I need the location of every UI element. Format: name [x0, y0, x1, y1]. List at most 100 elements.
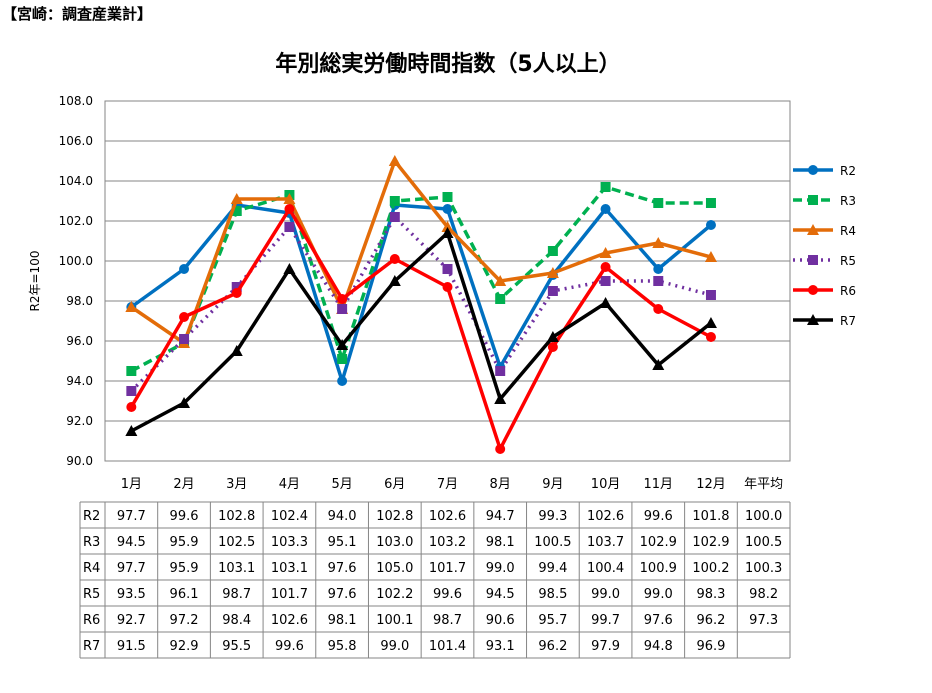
table-cell: 95.8	[328, 639, 357, 654]
table-cell-annual: 97.3	[749, 613, 778, 628]
x-tick-label: 7月	[437, 477, 458, 492]
table-cell: 103.2	[429, 535, 466, 550]
table-cell-annual: 100.3	[745, 561, 782, 576]
series-line	[129, 207, 712, 451]
table-cell: 101.7	[429, 561, 466, 576]
legend-item: R2	[793, 164, 856, 178]
table-cell: 98.5	[538, 587, 567, 602]
y-tick-label: 94.0	[66, 374, 93, 388]
data-point	[705, 290, 716, 300]
data-point	[653, 276, 664, 286]
legend-item: R6	[793, 284, 856, 298]
chart-title: 年別総実労働時間指数（5人以上）	[275, 51, 620, 77]
data-point	[547, 246, 558, 256]
header-label: 【宮崎：調査産業計】	[2, 5, 153, 23]
data-point	[652, 237, 665, 248]
table-cell-annual: 100.0	[745, 509, 782, 524]
table-cell: 99.6	[170, 509, 199, 524]
table-cell: 94.5	[486, 587, 515, 602]
table-row-label: R6	[83, 613, 100, 628]
data-point	[388, 155, 401, 166]
data-point	[807, 314, 819, 325]
x-tick-label: 9月	[542, 477, 563, 492]
table-cell: 98.3	[696, 587, 725, 602]
data-point	[125, 301, 138, 312]
series-R5	[126, 212, 716, 396]
data-point	[179, 334, 190, 344]
data-point	[441, 227, 454, 238]
table-cell: 98.7	[222, 587, 251, 602]
series-line	[130, 215, 712, 393]
data-point	[231, 282, 242, 292]
y-tick-label: 108.0	[59, 94, 93, 108]
table-cell: 99.6	[433, 587, 462, 602]
table-cell: 96.2	[696, 613, 725, 628]
data-point	[599, 297, 612, 308]
data-point	[442, 264, 453, 274]
data-point	[494, 275, 507, 286]
legend-label: R2	[840, 164, 856, 178]
data-point	[653, 304, 664, 314]
table-cell: 98.4	[222, 613, 251, 628]
data-point	[284, 222, 295, 232]
data-point	[705, 198, 716, 208]
data-point	[231, 288, 242, 298]
data-point	[284, 204, 295, 214]
x-tick-label: 年平均	[744, 477, 783, 492]
table-cell: 95.7	[538, 613, 567, 628]
data-point	[547, 342, 558, 352]
data-point	[495, 444, 506, 454]
table-cell: 95.5	[222, 639, 251, 654]
y-tick-label: 106.0	[59, 134, 93, 148]
x-tick-label: 8月	[490, 477, 511, 492]
table-cell: 102.9	[640, 535, 677, 550]
y-tick-label: 96.0	[66, 334, 93, 348]
table-cell: 102.8	[218, 509, 255, 524]
table-cell: 100.4	[587, 561, 624, 576]
data-point	[442, 282, 453, 292]
x-tick-label: 5月	[331, 477, 352, 492]
table-cell: 102.8	[376, 509, 413, 524]
table-row-label: R7	[83, 639, 100, 654]
series-R2	[126, 200, 716, 386]
legend-item: R5	[793, 254, 856, 268]
table-cell: 103.3	[271, 535, 308, 550]
series-line	[130, 185, 711, 373]
table-cell-annual: 98.2	[749, 587, 778, 602]
data-point	[600, 182, 611, 192]
data-point	[442, 204, 453, 214]
data-point	[546, 267, 559, 278]
x-tick-label: 3月	[226, 477, 247, 492]
table-cell: 93.5	[117, 587, 146, 602]
table-cell: 101.4	[429, 639, 466, 654]
x-tick-label: 2月	[173, 477, 194, 492]
data-point	[389, 212, 400, 222]
table-cell: 102.6	[429, 509, 466, 524]
data-point	[178, 397, 191, 408]
y-tick-label: 104.0	[59, 174, 93, 188]
data-point	[179, 312, 190, 322]
legend-item: R4	[793, 224, 856, 238]
table-row-label: R5	[83, 587, 100, 602]
data-point	[547, 286, 558, 296]
data-point	[442, 192, 453, 202]
data-point	[808, 165, 818, 175]
legend-label: R7	[840, 314, 856, 328]
table-cell-annual: 100.5	[745, 535, 782, 550]
series-R4	[125, 155, 717, 348]
x-tick-label: 11月	[643, 477, 673, 492]
table-cell: 99.6	[275, 639, 304, 654]
legend-label: R6	[840, 284, 856, 298]
table-cell: 94.8	[644, 639, 673, 654]
table-cell: 102.5	[218, 535, 255, 550]
table-cell: 97.7	[117, 561, 146, 576]
table-cell: 96.1	[170, 587, 199, 602]
legend-label: R3	[840, 194, 856, 208]
series-line	[130, 203, 713, 383]
table-cell: 99.0	[486, 561, 515, 576]
table-cell: 103.1	[271, 561, 308, 576]
data-point	[704, 317, 717, 328]
data-point	[231, 206, 242, 216]
data-point	[652, 359, 665, 370]
table-cell: 102.6	[587, 509, 624, 524]
